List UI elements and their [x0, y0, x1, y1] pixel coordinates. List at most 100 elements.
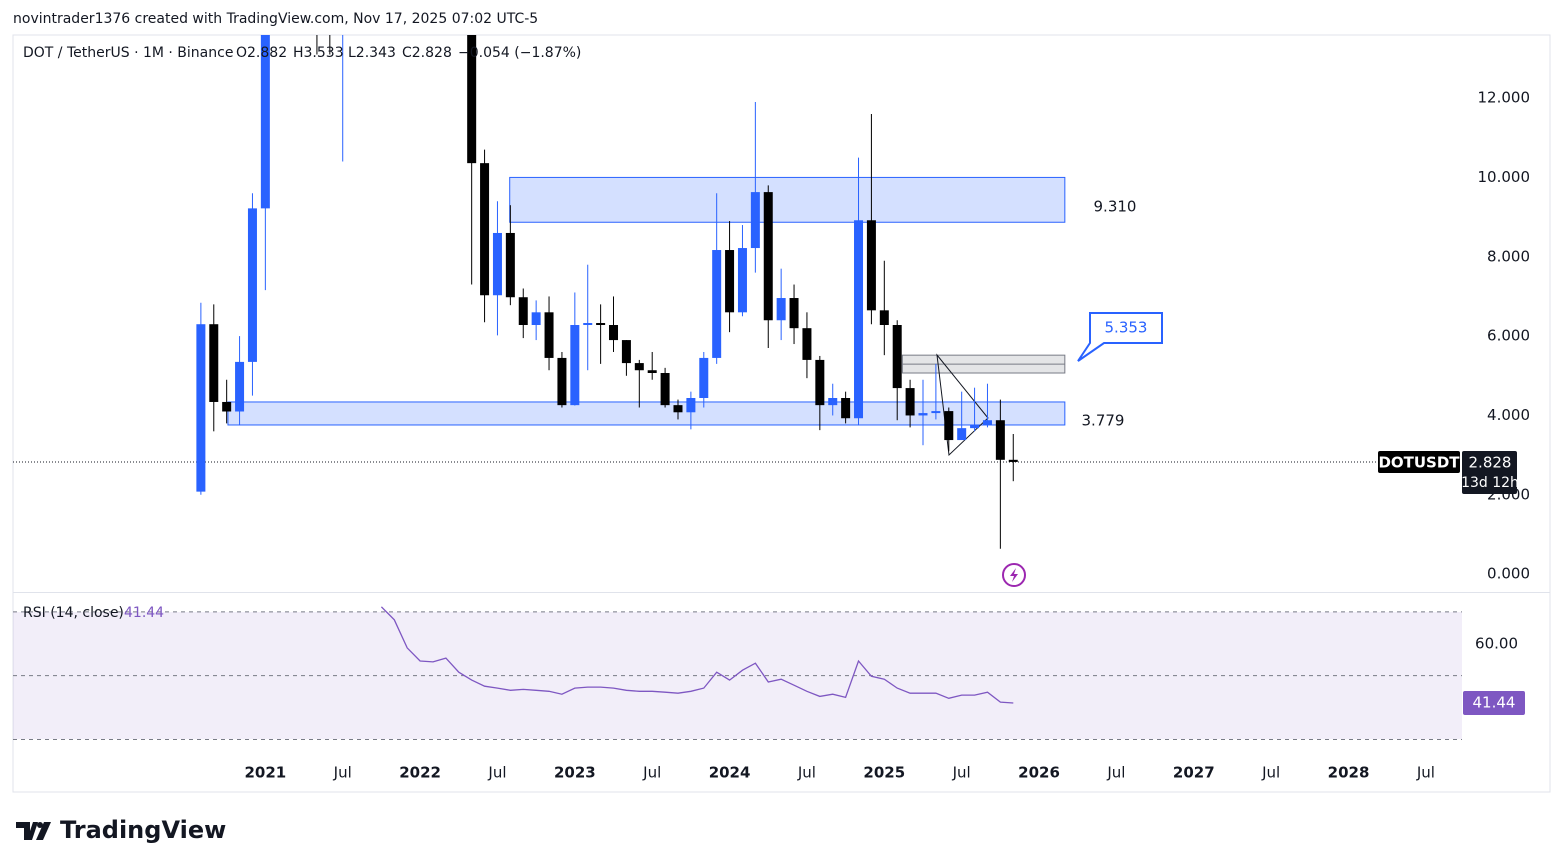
- ohlc-value: L2.343: [348, 45, 396, 61]
- header: novintrader1376 created with TradingView…: [13, 11, 538, 27]
- candle-body: [931, 411, 941, 414]
- candle-body: [776, 298, 786, 321]
- candle-body: [854, 220, 864, 419]
- candle-body: [686, 398, 696, 413]
- rsi-tag-label: 41.44: [1473, 693, 1516, 711]
- x-tick-label: Jul: [797, 764, 816, 782]
- x-tick-label: Jul: [487, 764, 506, 782]
- candle-body: [1008, 459, 1018, 462]
- candle-body: [557, 357, 567, 406]
- ohlc-value: −0.054 (−1.87%): [458, 45, 581, 61]
- candle-body: [609, 325, 619, 341]
- zone-label: 5.353: [1105, 319, 1148, 337]
- rsi-value: 41.44: [124, 605, 164, 621]
- chart-title: DOT / TetherUS · 1M · Binance: [23, 45, 233, 61]
- price-tag: [1462, 451, 1517, 494]
- candle-body: [841, 398, 851, 419]
- x-tick-label: Jul: [642, 764, 661, 782]
- brand-logo: TradingView: [16, 816, 226, 844]
- candle-body: [944, 411, 954, 441]
- candle-body: [209, 324, 219, 402]
- candle-body: [970, 424, 980, 429]
- candle-body: [467, 35, 477, 164]
- zone: [509, 176, 1066, 223]
- event-bolt: [1010, 568, 1018, 582]
- candle-body: [621, 340, 631, 364]
- candle-body: [866, 220, 876, 311]
- candle-body: [737, 248, 747, 313]
- x-tick-label: 2028: [1328, 764, 1370, 782]
- zone: [227, 401, 1066, 426]
- candle-body: [699, 357, 709, 399]
- zone-label: 9.310: [1094, 198, 1137, 216]
- price-tag-label: 2.828: [1469, 454, 1512, 472]
- y-tick-label: 4.000: [1487, 406, 1530, 424]
- countdown: 13d 12h: [1461, 475, 1519, 491]
- x-tick-label: 2026: [1018, 764, 1060, 782]
- candle-body: [634, 363, 644, 371]
- candle-body: [505, 232, 515, 298]
- candle-body: [583, 323, 593, 326]
- x-tick-label: Jul: [1106, 764, 1125, 782]
- ohlc-value: C2.828: [402, 45, 452, 61]
- candle-body: [712, 250, 722, 358]
- x-tick-label: Jul: [952, 764, 971, 782]
- y-tick-label: 12.000: [1478, 89, 1531, 107]
- candle-body: [518, 297, 528, 326]
- candle-body: [815, 359, 825, 406]
- symbol-tag: [1378, 451, 1460, 473]
- x-tick-label: 2025: [863, 764, 905, 782]
- candle-body: [196, 324, 206, 492]
- candle-body: [544, 312, 554, 358]
- candle-body: [982, 420, 992, 425]
- candle-body: [892, 325, 902, 389]
- ohlc-value: O2.882: [236, 45, 287, 61]
- candle-body: [918, 413, 928, 416]
- y-tick-label: 8.000: [1487, 247, 1530, 265]
- rsi-tick-label: 60.00: [1475, 634, 1518, 652]
- candle-body: [905, 388, 915, 416]
- symbol: DOTUSDT: [1378, 454, 1460, 472]
- triangle-drawing: [936, 353, 989, 457]
- x-tick-label: 2022: [399, 764, 441, 782]
- candle-body: [492, 232, 502, 296]
- y-tick-label: 6.000: [1487, 327, 1530, 345]
- brand: TradingView: [60, 816, 226, 844]
- candle-body: [480, 163, 490, 296]
- candle-body: [828, 398, 838, 406]
- candle-body: [673, 405, 683, 413]
- x-tick-label: 2021: [244, 764, 286, 782]
- ohlc-value: H3.533: [293, 45, 344, 61]
- zone-label: 3.779: [1082, 412, 1125, 430]
- x-tick-label: Jul: [1416, 764, 1435, 782]
- x-tick-label: 2027: [1173, 764, 1215, 782]
- y-tick-label: 0.000: [1487, 565, 1530, 583]
- candle-body: [802, 328, 812, 360]
- x-tick-label: 2024: [709, 764, 751, 782]
- candle-body: [750, 192, 760, 249]
- rsi-line: [380, 606, 1014, 704]
- x-tick-label: 2023: [554, 764, 596, 782]
- candle-body: [235, 361, 245, 412]
- x-tick-label: Jul: [1261, 764, 1280, 782]
- candle-body: [879, 310, 889, 326]
- candle-body: [260, 35, 270, 209]
- candle-body: [995, 420, 1005, 460]
- candle-body: [725, 250, 735, 313]
- candle-body: [789, 298, 799, 329]
- y-tick-label: 10.000: [1478, 168, 1531, 186]
- candle-body: [763, 192, 773, 321]
- callout: [1077, 312, 1163, 362]
- candle-body: [660, 373, 670, 406]
- frame: [12, 34, 1551, 793]
- rsi-tag: [1463, 690, 1525, 715]
- candle-body: [531, 312, 541, 326]
- candle-body: [570, 325, 580, 406]
- candle-body: [957, 428, 967, 441]
- candle-body: [247, 208, 257, 362]
- x-tick-label: Jul: [333, 764, 352, 782]
- candle-body: [596, 323, 606, 326]
- rsi-title: RSI (14, close): [23, 605, 124, 621]
